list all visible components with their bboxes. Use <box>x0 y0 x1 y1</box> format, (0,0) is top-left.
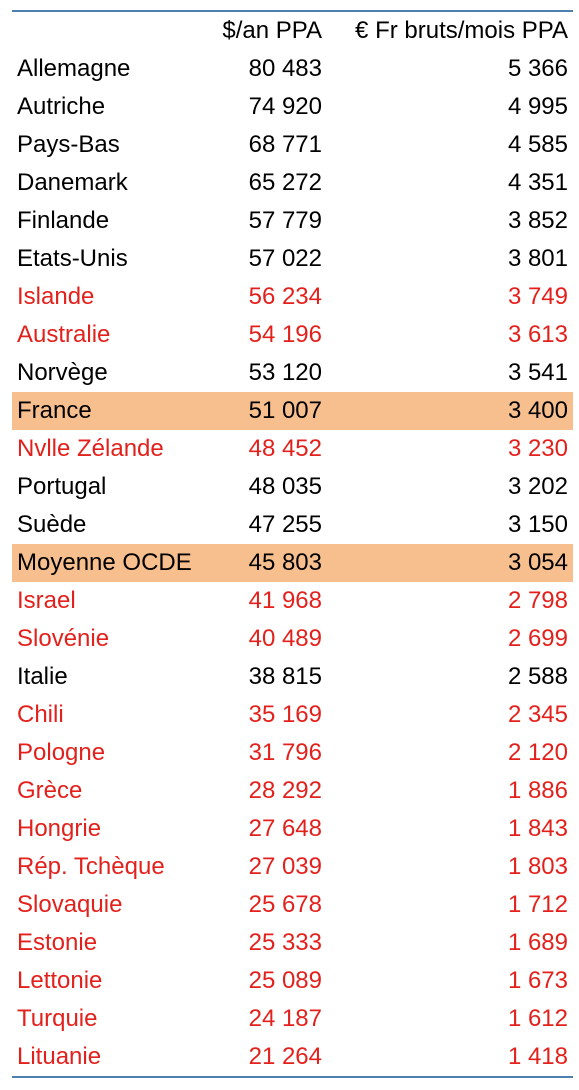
ppp-annual-usd: 28 292 <box>248 777 322 804</box>
ppp-annual-usd: 53 120 <box>248 359 322 386</box>
ppp-annual-usd: 45 803 <box>248 549 322 576</box>
country-name: Pologne <box>17 739 106 766</box>
ppp-annual-usd: 56 234 <box>248 283 322 310</box>
ppp-monthly-eur: 1 843 <box>507 815 568 842</box>
ppp-annual-usd: 24 187 <box>248 1005 322 1032</box>
country-name: Pays-Bas <box>17 131 120 158</box>
top-rule <box>12 10 573 12</box>
country-name: Rép. Tchèque <box>17 853 165 880</box>
ppp-monthly-eur: 2 345 <box>507 701 568 728</box>
ppp-monthly-eur: 1 803 <box>507 853 568 880</box>
country-name: Israel <box>17 587 76 614</box>
bottom-rule <box>12 1076 573 1078</box>
ppp-monthly-eur: 1 612 <box>507 1005 568 1032</box>
ppp-annual-usd: 31 796 <box>248 739 322 766</box>
ppp-monthly-eur: 2 120 <box>507 739 568 766</box>
ppp-monthly-eur: 3 852 <box>507 207 568 234</box>
ppp-annual-usd: 54 196 <box>248 321 322 348</box>
ppp-annual-usd: 35 169 <box>248 701 322 728</box>
column-header: $/an PPA <box>222 17 322 44</box>
ppp-annual-usd: 25 678 <box>248 891 322 918</box>
country-name: Australie <box>17 321 111 348</box>
country-name: Suède <box>17 511 87 538</box>
ppp-annual-usd: 27 648 <box>248 815 322 842</box>
ppp-annual-usd: 51 007 <box>248 397 322 424</box>
ppp-monthly-eur: 1 712 <box>507 891 568 918</box>
row-highlight <box>12 544 573 582</box>
country-name: Autriche <box>17 93 106 120</box>
ppp-annual-usd: 68 771 <box>248 131 322 158</box>
country-name: Moyenne OCDE <box>17 549 192 576</box>
country-name: Grèce <box>17 777 83 804</box>
ppp-annual-usd: 47 255 <box>248 511 322 538</box>
ppp-annual-usd: 25 333 <box>248 929 322 956</box>
ppp-annual-usd: 21 264 <box>248 1043 322 1070</box>
country-name: Chili <box>17 701 64 728</box>
country-name: Finlande <box>17 207 110 234</box>
ppp-monthly-eur: 1 886 <box>507 777 568 804</box>
country-name: Lituanie <box>17 1043 102 1070</box>
row-highlight <box>12 392 573 430</box>
country-name: Norvège <box>17 359 108 386</box>
country-name: Danemark <box>17 169 128 196</box>
ppp-monthly-eur: 2 798 <box>507 587 568 614</box>
country-name: Slovaquie <box>17 891 123 918</box>
ppp-annual-usd: 38 815 <box>248 663 322 690</box>
country-name: Portugal <box>17 473 107 500</box>
country-name: Hongrie <box>17 815 102 842</box>
ppp-monthly-eur: 3 801 <box>507 245 568 272</box>
ppp-monthly-eur: 3 230 <box>507 435 568 462</box>
ppp-monthly-eur: 2 588 <box>507 663 568 690</box>
ppp-annual-usd: 27 039 <box>248 853 322 880</box>
country-name: Estonie <box>17 929 98 956</box>
ppp-annual-usd: 41 968 <box>248 587 322 614</box>
country-name: Etats-Unis <box>17 245 128 272</box>
country-name: Slovénie <box>17 625 110 652</box>
ppp-monthly-eur: 4 351 <box>507 169 568 196</box>
country-name: Italie <box>17 663 68 690</box>
column-header: € Fr bruts/mois PPA <box>355 17 568 44</box>
ppp-annual-usd: 48 452 <box>248 435 322 462</box>
country-name: Islande <box>17 283 95 310</box>
ppp-monthly-eur: 3 202 <box>507 473 568 500</box>
country-name: Turquie <box>17 1005 98 1032</box>
ppp-monthly-eur: 3 749 <box>507 283 568 310</box>
ppp-monthly-eur: 3 541 <box>507 359 568 386</box>
ppp-annual-usd: 25 089 <box>248 967 322 994</box>
ppp-annual-usd: 57 779 <box>248 207 322 234</box>
ppp-annual-usd: 65 272 <box>248 169 322 196</box>
ppp-annual-usd: 40 489 <box>248 625 322 652</box>
ppp-monthly-eur: 1 418 <box>507 1043 568 1070</box>
ppp-annual-usd: 74 920 <box>248 93 322 120</box>
ppp-monthly-eur: 1 673 <box>507 967 568 994</box>
ppp-annual-usd: 48 035 <box>248 473 322 500</box>
ppp-monthly-eur: 4 585 <box>507 131 568 158</box>
ppp-monthly-eur: 3 150 <box>507 511 568 538</box>
ppp-monthly-eur: 5 366 <box>507 55 568 82</box>
ppp-monthly-eur: 2 699 <box>507 625 568 652</box>
country-name: Nvlle Zélande <box>17 435 164 462</box>
ppp-monthly-eur: 4 995 <box>507 93 568 120</box>
ppp-annual-usd: 80 483 <box>248 55 322 82</box>
ppp-monthly-eur: 3 613 <box>507 321 568 348</box>
ppp-monthly-eur: 3 400 <box>507 397 568 424</box>
country-name: Lettonie <box>17 967 103 994</box>
ppp-monthly-eur: 1 689 <box>507 929 568 956</box>
ppp-annual-usd: 57 022 <box>248 245 322 272</box>
country-name: France <box>17 397 92 424</box>
ppp-monthly-eur: 3 054 <box>507 549 568 576</box>
country-name: Allemagne <box>17 55 131 82</box>
